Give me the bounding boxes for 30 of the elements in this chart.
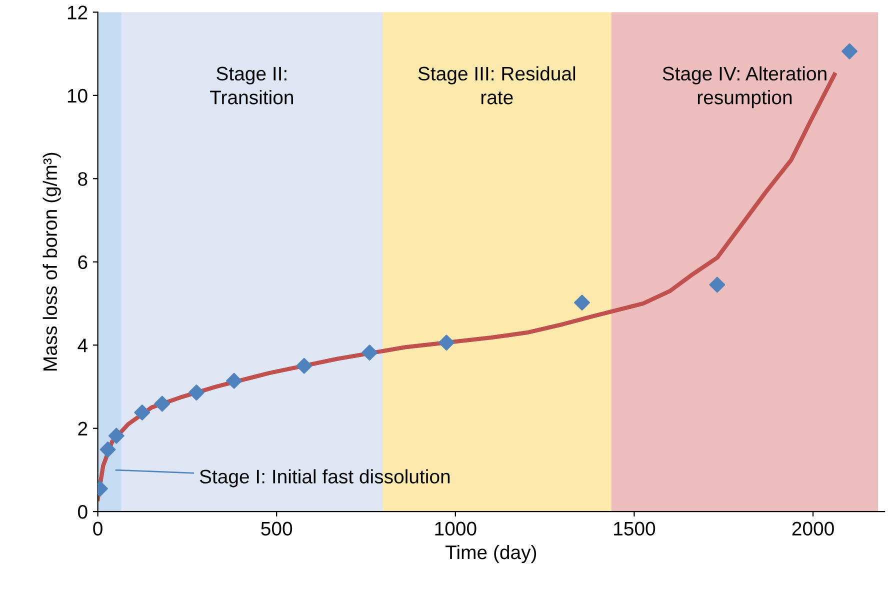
y-axis-title: Mass loss of boron (g/m³) bbox=[42, 152, 61, 370]
band-label: Stage IV: Alteration resumption bbox=[662, 66, 826, 108]
y-tick-label: 4 bbox=[78, 338, 88, 352]
y-tick-label: 2 bbox=[78, 422, 88, 436]
point bbox=[188, 384, 204, 401]
point bbox=[574, 294, 590, 311]
band-label: Stage I: Initial fast dissolution bbox=[200, 469, 450, 488]
point bbox=[226, 372, 242, 389]
point bbox=[108, 428, 124, 444]
band-label: Stage II: Transition bbox=[210, 66, 293, 104]
point bbox=[709, 276, 726, 293]
x-tick-label: 500 bbox=[261, 522, 292, 536]
y-tick-label: 8 bbox=[78, 172, 88, 186]
point bbox=[296, 358, 312, 374]
point bbox=[154, 396, 170, 412]
y-tick-label: 12 bbox=[68, 6, 88, 20]
point bbox=[100, 442, 116, 458]
x-axis-title: Time (day) bbox=[446, 544, 536, 564]
x-tick-label: 1000 bbox=[435, 522, 476, 536]
point bbox=[362, 344, 378, 361]
y-tick-label: 10 bbox=[68, 88, 88, 103]
y-tick-label: 6 bbox=[78, 255, 88, 270]
y-tick-label: 0 bbox=[78, 505, 88, 519]
point bbox=[438, 334, 454, 351]
x-tick-label: 2000 bbox=[792, 522, 834, 536]
point bbox=[134, 404, 150, 420]
x-tick-label: 0 bbox=[93, 522, 102, 536]
point bbox=[842, 43, 858, 60]
x-tick-label: 1500 bbox=[614, 522, 656, 536]
band-label: Stage III: Residual rate bbox=[418, 66, 576, 104]
